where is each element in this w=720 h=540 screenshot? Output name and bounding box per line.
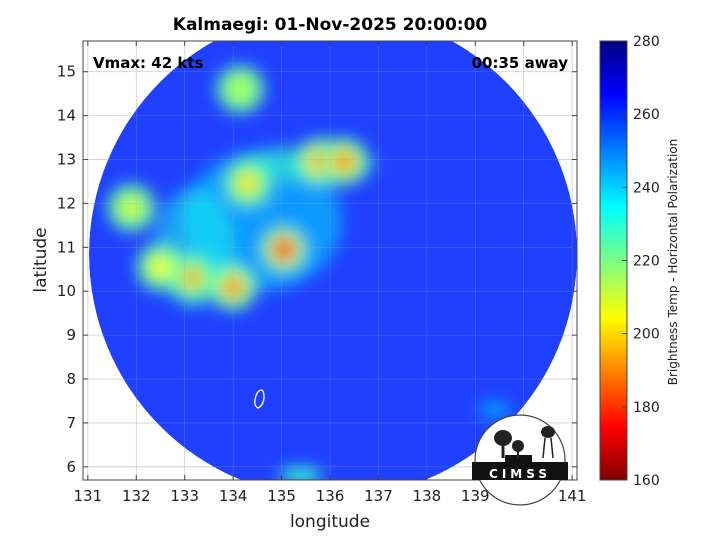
colorbar-tick-label: 200 xyxy=(633,327,660,343)
x-tick-label: 134 xyxy=(219,487,248,505)
colorbar-label: Brightness Temp - Horizontal Polarizatio… xyxy=(666,139,680,386)
y-tick-label: 7 xyxy=(66,414,76,432)
feature-core xyxy=(238,174,257,193)
y-axis-label: latitude xyxy=(31,227,51,292)
y-tick-label: 15 xyxy=(57,63,76,81)
colorbar-tick-label: 180 xyxy=(633,400,660,416)
vmax-annotation: Vmax: 42 kts xyxy=(93,54,203,72)
feature-core xyxy=(151,258,170,277)
x-tick-label: 135 xyxy=(267,487,296,505)
time-away-annotation: 00:35 away xyxy=(472,54,569,72)
colorbar-tick-label: 280 xyxy=(633,34,660,50)
x-tick-label: 137 xyxy=(364,487,393,505)
y-tick-label: 14 xyxy=(57,107,76,125)
island-contour xyxy=(254,389,265,409)
feature-core xyxy=(231,80,250,99)
x-tick-label: 131 xyxy=(74,487,103,505)
y-tick-label: 13 xyxy=(57,151,76,169)
colorbar-tick-label: 220 xyxy=(633,254,660,270)
colorbar-tick-label: 160 xyxy=(633,473,660,489)
colorbar-tick-label: 240 xyxy=(633,180,660,196)
southern-cloud xyxy=(278,467,323,480)
chart-title: Kalmaegi: 01-Nov-2025 20:00:00 xyxy=(173,15,488,35)
x-tick-label: 138 xyxy=(413,487,442,505)
x-tick-label: 133 xyxy=(170,487,199,505)
x-tick-label: 139 xyxy=(461,487,490,505)
feature-core xyxy=(274,240,293,259)
y-axis-ticks: 6 7 8 9 10 11 12 13 14 15 xyxy=(57,63,577,476)
convection-features xyxy=(107,65,511,480)
y-tick-label: 11 xyxy=(57,238,76,256)
swath-background xyxy=(89,41,577,480)
x-tick-label: 132 xyxy=(122,487,151,505)
feature-core xyxy=(224,277,243,296)
x-axis-label: longitude xyxy=(290,512,370,532)
y-tick-label: 12 xyxy=(57,194,76,212)
x-tick-label: 136 xyxy=(316,487,345,505)
logo-text: CIMSS xyxy=(489,467,551,481)
y-tick-label: 8 xyxy=(66,370,76,388)
cimss-logo: CIMSS xyxy=(472,414,568,506)
x-tick-label: 141 xyxy=(558,487,587,505)
feature-core xyxy=(182,269,201,288)
feature-core xyxy=(335,152,354,171)
colorbar-ticks: 160 180 200 220 240 260 280 xyxy=(622,34,660,489)
southeast-cloud xyxy=(478,401,511,418)
y-tick-label: 9 xyxy=(66,326,76,344)
feature-core xyxy=(122,198,141,217)
colorbar-tick-label: 260 xyxy=(633,107,660,123)
y-tick-label: 6 xyxy=(66,458,76,476)
y-tick-label: 10 xyxy=(57,282,76,300)
